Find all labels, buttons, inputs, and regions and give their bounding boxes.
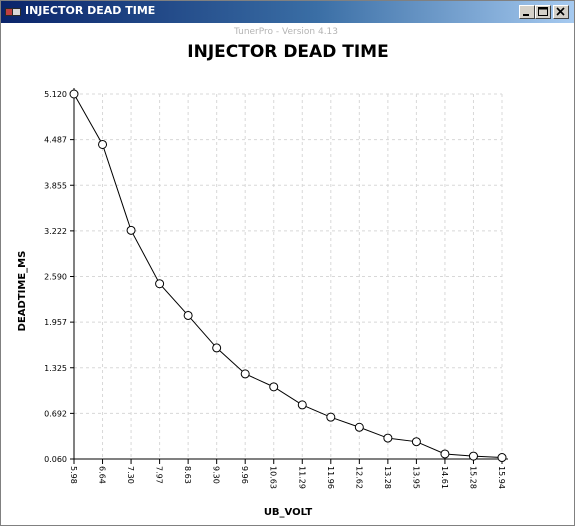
grid-lines (74, 93, 503, 459)
series-line (73, 93, 503, 459)
maximize-button[interactable] (535, 5, 551, 19)
version-watermark: TunerPro - Version 4.13 (233, 27, 338, 37)
axes (73, 88, 508, 460)
x-tick-label: 10.63 (269, 466, 278, 489)
y-tick-label: 3.855 (44, 181, 67, 190)
window-title: INJECTOR DEAD TIME (25, 4, 156, 17)
chart-title: INJECTOR DEAD TIME (187, 42, 388, 62)
data-point (212, 343, 222, 353)
x-tick-label: 8.63 (183, 466, 192, 484)
x-tick-label: 11.29 (297, 466, 306, 489)
y-tick-label: 4.487 (44, 136, 67, 145)
y-tick-label: 1.325 (44, 364, 67, 373)
data-point (411, 437, 421, 447)
y-tick-label: 1.957 (44, 318, 67, 327)
x-tick-label: 12.62 (354, 466, 363, 489)
data-point (383, 433, 393, 443)
x-axis-label: UB_VOLT (264, 507, 313, 518)
data-point (126, 225, 136, 235)
data-point (354, 422, 364, 432)
data-point (240, 369, 250, 379)
y-axis-ticks: 0.060 0.692 1.325 1.957 2.590 3.222 3.855 4.487… (44, 90, 74, 464)
x-tick-label: 14.61 (440, 466, 449, 489)
x-tick-label: 15.28 (468, 466, 477, 489)
y-tick-label: 5.120 (44, 90, 67, 99)
x-tick-label: 15.94 (497, 466, 506, 489)
data-point (183, 310, 193, 320)
data-point (468, 451, 478, 461)
x-tick-label: 11.96 (326, 466, 335, 489)
chart-area: TunerPro - Version 4.13 INJECTOR DEAD TI… (1, 23, 574, 525)
x-tick-label: 13.95 (411, 466, 420, 489)
y-tick-label: 0.060 (44, 455, 67, 464)
y-tick-label: 2.590 (44, 273, 67, 282)
data-point (326, 412, 336, 422)
y-tick-label: 0.692 (44, 409, 67, 418)
data-point (497, 453, 507, 463)
data-point (269, 382, 279, 392)
data-point (297, 400, 307, 410)
chart-canvas: TunerPro - Version 4.13 INJECTOR DEAD TI… (17, 27, 508, 518)
y-tick-label: 3.222 (44, 227, 67, 236)
close-icon (556, 7, 565, 16)
x-axis-ticks: 5.98 6.64 7.30 7.97 8.63 9.30 9.96 10.63 11.29 11… (69, 459, 506, 489)
title-bar[interactable]: INJECTOR DEAD TIME (1, 1, 574, 23)
series-deadtime (69, 89, 507, 463)
x-tick-label: 9.96 (240, 466, 249, 484)
data-point (98, 139, 108, 149)
x-tick-label: 6.64 (98, 466, 107, 484)
data-point (440, 449, 450, 459)
close-button[interactable] (553, 5, 569, 19)
data-point (155, 279, 165, 289)
y-axis-label: DEADTIME_MS (17, 251, 28, 332)
x-tick-label: 7.30 (126, 466, 135, 484)
data-point (69, 89, 79, 99)
x-tick-label: 5.98 (69, 466, 78, 484)
minimize-button[interactable] (519, 5, 535, 19)
maximize-icon (538, 7, 548, 16)
tunerpro-app-icon (5, 8, 21, 16)
x-tick-label: 7.97 (155, 466, 164, 484)
x-tick-label: 9.30 (212, 466, 221, 484)
minimize-icon (523, 14, 529, 16)
x-tick-label: 13.28 (383, 466, 392, 489)
